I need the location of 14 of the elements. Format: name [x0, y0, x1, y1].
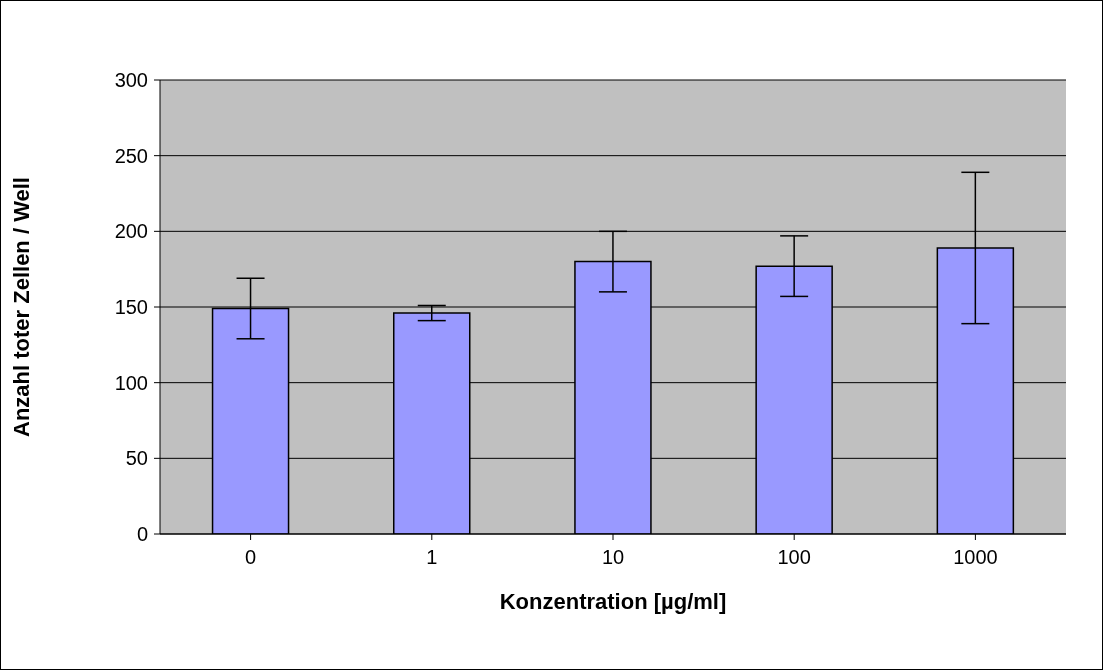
x-tick-label: 1	[426, 546, 438, 569]
y-tick-label: 150	[114, 296, 148, 319]
y-tick-label: 250	[114, 144, 148, 167]
y-tick-label: 300	[114, 69, 148, 92]
x-tick-label: 0	[245, 546, 257, 569]
y-tick-label: 0	[136, 523, 148, 546]
y-tick-label: 100	[114, 371, 148, 394]
y-tick-label: 50	[125, 447, 148, 470]
x-tick-label: 100	[777, 546, 811, 569]
x-tick-label: 1000	[953, 546, 998, 569]
x-tick-label: 10	[601, 546, 625, 569]
y-tick-label: 200	[114, 220, 148, 243]
x-axis-title: Konzentration [µg/ml]	[499, 589, 727, 614]
y-axis-title: Anzahl toter Zellen / Well	[8, 177, 34, 437]
